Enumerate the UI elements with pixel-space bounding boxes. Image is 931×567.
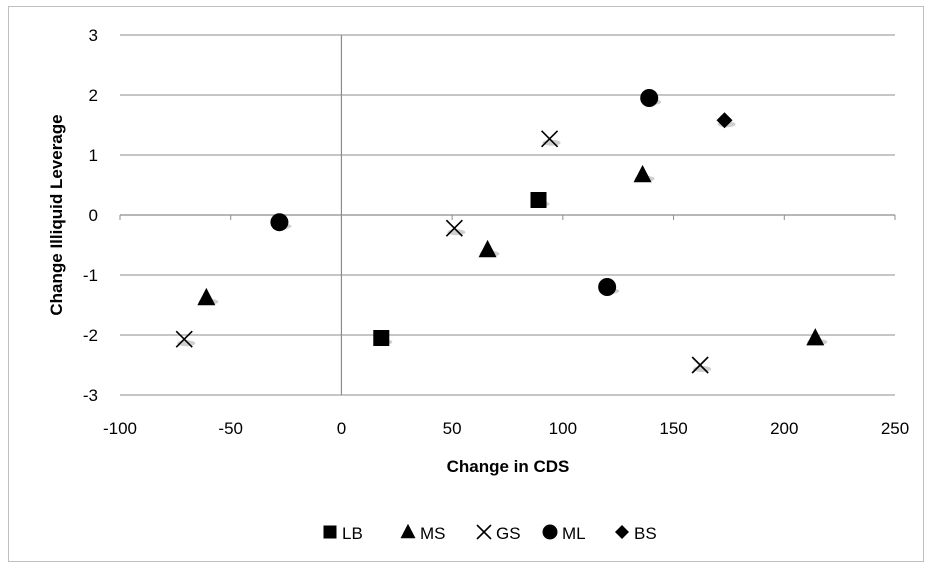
y-tick-label: 2 <box>89 86 98 105</box>
chart-frame <box>8 6 924 562</box>
x-tick-label: 200 <box>770 419 798 438</box>
x-tick-label: -100 <box>103 419 137 438</box>
point-lb <box>373 330 390 346</box>
legend-label: GS <box>496 524 521 543</box>
point-ml <box>640 89 659 107</box>
y-axis-title: Change Illiquid Leverage <box>47 114 66 315</box>
legend-circle-icon <box>542 524 558 540</box>
point-ms <box>197 287 216 306</box>
point-ml <box>598 278 617 296</box>
point-ms <box>806 328 825 346</box>
legend-triangle-icon <box>400 523 416 539</box>
legend-label: ML <box>562 524 586 543</box>
point-ms <box>633 164 652 183</box>
axes <box>119 34 896 396</box>
point-gs <box>691 356 709 374</box>
x-tick-label: 50 <box>443 419 462 438</box>
y-tick-label: 3 <box>89 26 98 45</box>
x-axis-title: Change in CDS <box>447 457 570 476</box>
point-gs <box>445 219 463 237</box>
x-tick-label: 100 <box>549 419 577 438</box>
point-lb <box>530 192 547 208</box>
tick-labels: -3 -2 -1 0 1 2 3 -100 -50 0 50 100 150 200 250 <box>83 26 909 438</box>
legend-item-lb: LB <box>323 524 363 543</box>
x-tick-label: 250 <box>881 419 909 438</box>
legend-square-icon <box>323 525 337 539</box>
legend-label: LB <box>342 524 363 543</box>
y-tick-label: 0 <box>89 206 98 225</box>
legend-label: MS <box>420 524 446 543</box>
point-ms <box>478 239 497 258</box>
legend-label: BS <box>634 524 657 543</box>
y-tick-label: -2 <box>83 326 98 345</box>
point-ml <box>270 213 289 232</box>
y-tick-label: -1 <box>83 266 98 285</box>
point-gs <box>541 130 559 148</box>
legend-item-bs: BS <box>615 524 657 543</box>
gridlines <box>120 34 895 396</box>
x-tick-label: 0 <box>337 419 346 438</box>
legend: LB MS GS ML BS <box>323 523 657 543</box>
y-tick-label: 1 <box>89 146 98 165</box>
legend-x-icon <box>476 524 492 540</box>
data-points <box>175 89 828 374</box>
point-gs <box>175 330 193 348</box>
y-tick-label: -3 <box>83 386 98 405</box>
legend-item-gs: GS <box>476 524 521 543</box>
x-tick-label: 150 <box>659 419 687 438</box>
legend-item-ml: ML <box>542 524 586 543</box>
point-bs <box>716 112 733 129</box>
legend-item-ms: MS <box>400 523 446 543</box>
legend-diamond-icon <box>615 525 629 539</box>
x-tick-label: -50 <box>218 419 243 438</box>
